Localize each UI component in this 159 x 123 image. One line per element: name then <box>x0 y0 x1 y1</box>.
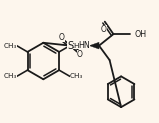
Text: S: S <box>67 41 73 51</box>
Text: OH: OH <box>135 30 147 39</box>
Text: HN: HN <box>79 41 90 50</box>
Text: O: O <box>101 24 107 34</box>
Polygon shape <box>89 42 99 49</box>
Text: O: O <box>59 32 65 41</box>
Text: O: O <box>77 50 83 59</box>
Text: CH₃: CH₃ <box>70 43 83 49</box>
Text: CH₃: CH₃ <box>3 43 17 49</box>
Text: CH₃: CH₃ <box>70 73 83 79</box>
Text: CH₃: CH₃ <box>3 73 17 79</box>
